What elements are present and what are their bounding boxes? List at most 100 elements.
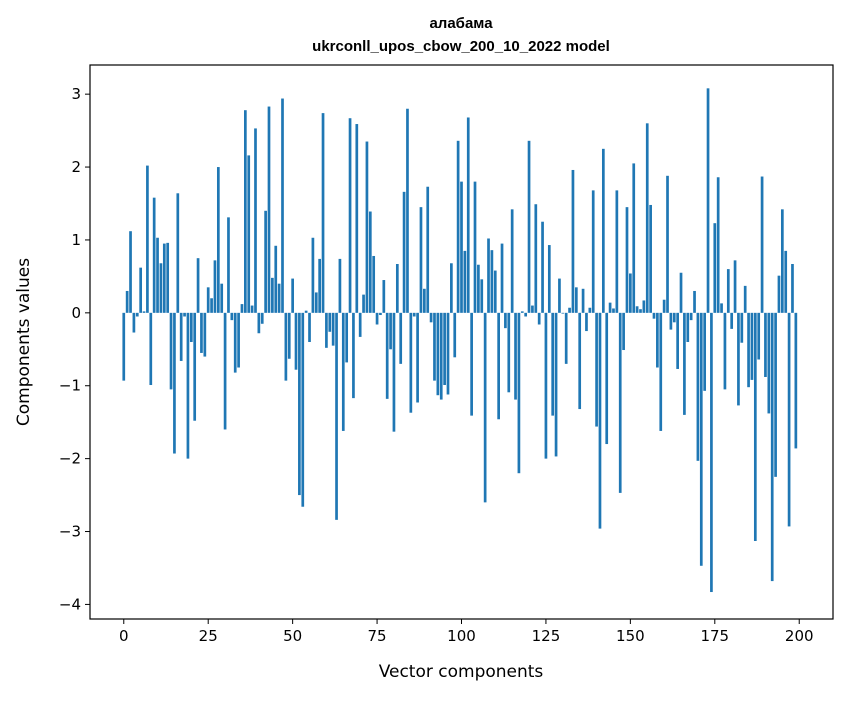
bar <box>129 231 132 313</box>
bar <box>652 312 656 319</box>
bar <box>426 186 430 313</box>
bar <box>598 312 602 529</box>
bar <box>321 113 325 313</box>
bar <box>676 312 679 369</box>
bar <box>706 88 710 313</box>
bar <box>568 307 571 313</box>
bar <box>581 288 585 313</box>
bar <box>254 128 257 313</box>
bar <box>531 305 534 313</box>
bar <box>395 264 399 313</box>
bar <box>629 273 632 313</box>
chart-subtitle: ukrconll_upos_cbow_200_10_2022 model <box>312 38 610 55</box>
bar <box>588 307 592 313</box>
bar <box>561 312 565 314</box>
bar <box>443 312 446 386</box>
bar <box>348 118 352 313</box>
bar <box>176 193 180 313</box>
bar <box>585 312 588 332</box>
bar <box>645 123 649 313</box>
bar <box>379 312 382 316</box>
bar <box>642 300 646 313</box>
bar <box>774 312 777 477</box>
bar <box>433 312 436 381</box>
bar <box>490 250 494 313</box>
bar <box>206 287 210 313</box>
bar <box>196 258 200 313</box>
bar <box>740 312 744 343</box>
bar <box>203 312 207 357</box>
bar <box>500 243 504 313</box>
bar <box>767 312 771 414</box>
bar <box>750 312 754 380</box>
bar <box>730 312 734 329</box>
bar <box>659 312 663 431</box>
bar <box>294 312 298 370</box>
bar <box>480 279 484 313</box>
chart-title: алабама <box>429 15 493 32</box>
bar <box>537 312 541 325</box>
bar <box>686 312 690 342</box>
bar <box>649 204 652 313</box>
plot-frame <box>89 64 834 620</box>
y-tick-label: −3 <box>59 523 81 541</box>
bar <box>341 312 345 431</box>
bar <box>683 312 686 415</box>
bar <box>733 260 737 313</box>
bar <box>517 312 521 474</box>
bar <box>571 169 575 313</box>
bar <box>368 211 372 313</box>
bar <box>291 278 294 313</box>
bar <box>770 312 774 582</box>
bar <box>703 312 707 391</box>
bar <box>720 303 723 313</box>
bar <box>284 312 288 381</box>
bar <box>331 312 335 346</box>
bar <box>507 312 511 393</box>
bar <box>385 312 389 399</box>
bar <box>264 210 267 313</box>
x-axis-ticks: 0 25 50 75 100 125 150 175 200 <box>119 619 814 645</box>
y-tick-label: −1 <box>59 377 81 395</box>
bar <box>777 275 781 313</box>
bar <box>409 312 413 413</box>
bar <box>466 117 470 313</box>
bar <box>662 299 666 313</box>
bar <box>301 312 305 507</box>
bar <box>601 148 605 313</box>
bar <box>169 312 173 390</box>
bar <box>257 312 261 334</box>
bar <box>723 312 727 390</box>
x-tick-label: 125 <box>532 627 561 645</box>
bar <box>622 312 625 351</box>
bar <box>186 312 190 459</box>
bar <box>615 190 619 313</box>
bar <box>710 312 713 593</box>
bar <box>237 312 240 368</box>
bar <box>210 298 213 313</box>
bar <box>493 270 497 313</box>
bar <box>135 312 139 317</box>
bar <box>544 312 548 459</box>
bar <box>656 312 659 368</box>
bar <box>193 312 197 421</box>
bar <box>470 312 473 416</box>
y-axis-ticks: −4 −3 −2 −1 0 1 2 3 <box>59 85 90 613</box>
bar <box>784 250 788 313</box>
bar <box>392 312 396 432</box>
bar <box>429 312 433 323</box>
bar <box>497 312 500 420</box>
bar <box>612 308 615 313</box>
y-tick-label: −2 <box>59 450 81 468</box>
bar <box>635 306 639 313</box>
bar <box>267 106 271 313</box>
bar <box>142 311 146 313</box>
bar <box>450 263 453 313</box>
bar <box>551 312 555 416</box>
bar <box>227 217 230 313</box>
bar <box>672 312 676 323</box>
bar <box>233 312 237 373</box>
bar <box>247 155 251 313</box>
bar <box>223 312 227 430</box>
bar <box>726 269 730 313</box>
